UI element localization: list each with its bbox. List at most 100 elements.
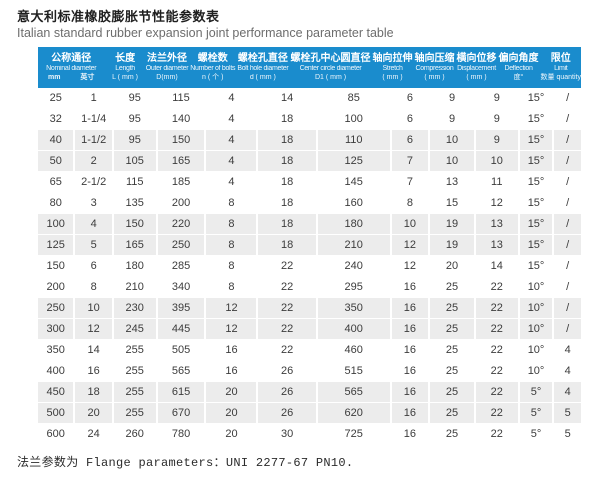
table-cell: 13 [445,176,459,188]
table-cell: 16 [391,319,429,339]
table-cell: 25 [430,382,474,402]
header-label-cn: 螺栓孔中心圆直径 [290,53,371,64]
table-cell: 16 [403,428,417,440]
header-label-en: Length [115,65,135,72]
table-cell: 16 [403,281,417,293]
header-label-en: Bolt hole diameter [237,65,289,72]
table-cell: 250 [38,298,74,318]
table-cell: 4 [206,130,257,150]
table-cell: 395 [157,298,205,318]
table-cell: 285 [171,260,191,272]
table-cell: 15° [519,151,553,171]
table-cell: 135 [125,197,144,209]
table-cell: 15° [527,176,545,188]
table-cell: 210 [125,281,144,293]
table-cell: 22 [258,298,316,318]
table-cell: 150 [113,214,156,234]
table-cell: 15° [527,197,545,209]
table-cell: 4 [564,344,571,356]
table-cell: 12 [206,298,257,318]
table-row: 65 2-1/2 115 185 4 18 145 7 13 11 15° / [38,172,581,192]
table-cell: 95 [128,92,141,104]
table-cell: 16 [225,365,238,377]
header-cell-compression: 轴向压缩 Compression ( mm ) [415,47,455,88]
table-cell: 8 [206,235,257,255]
table-cell: 565 [171,365,191,377]
header-label-cn: 螺栓数 [197,53,228,64]
table-row: 125 5 165 250 8 18 210 12 19 13 15° / [38,235,581,255]
table-cell: 295 [344,281,363,293]
header-unit: D1 ( mm ) [314,74,347,81]
table-cell: 350 [46,344,65,356]
table-header-row: 公称通径 Nominal diameter mm 英寸 长度 Length L ( mm )… [38,47,581,88]
header-label-en: Nominal diameter [46,65,97,72]
header-unit: ( mm ) [424,74,445,81]
table-cell: 8 [228,260,235,272]
table-cell: 12 [403,260,417,272]
header-label-cn: 轴向拉伸 [372,53,413,64]
table-cell: 20 [75,403,112,423]
table-cell: 220 [157,214,205,234]
table-row: 80 3 135 200 8 18 160 8 15 12 15° / [38,193,581,213]
table-cell: 400 [46,365,65,377]
table-row: 400 16 255 565 16 26 515 16 25 22 10° 4 [38,361,581,381]
table-cell: 14 [490,260,503,272]
table-cell: 16 [391,298,429,318]
header-label-cn: 螺栓孔直径 [237,53,288,64]
table-cell: 300 [38,319,74,339]
table-cell: 18 [258,151,316,171]
table-cell: / [554,298,581,318]
table-cell: 22 [490,281,503,293]
table-cell: 18 [281,176,294,188]
table-cell: 18 [281,197,294,209]
table-cell: / [566,92,570,104]
table-cell: 445 [157,319,205,339]
table-row: 150 6 180 285 8 22 240 12 20 14 15° / [38,256,581,276]
table-cell: 5 [564,428,571,440]
table-cell: 115 [125,176,144,188]
table-cell: 25 [430,298,474,318]
header-label-en: Center circle diameter [299,65,362,72]
table-cell: 40 [38,130,74,150]
table-body: 25 1 95 115 4 14 85 6 9 9 15°/32 1-1/4 95 140 4 18 100 6 9… [38,88,581,444]
table-cell: 245 [113,319,156,339]
table-cell: 80 [49,197,62,209]
table-cell: 150 [157,130,205,150]
table-cell: 22 [258,319,316,339]
table-cell: / [554,151,581,171]
header-cell-number-of-bolts: 螺栓数 Number of bolts n ( 个 ) [190,47,235,88]
table-cell: 600 [46,428,65,440]
table-cell: 10° [527,344,545,356]
table-cell: 18 [281,113,294,125]
header-label-en: Limit [554,65,568,72]
table-cell: 100 [344,113,363,125]
table-cell: 3 [90,197,97,209]
header-label-en: Deflection [504,65,533,72]
header-label-cn: 法兰外径 [147,53,187,64]
table-row: 40 1-1/2 95 150 4 18 110 6 10 9 15° / [38,130,581,150]
table-cell: 515 [344,365,363,377]
table-cell: 15° [519,214,553,234]
table-cell: 9 [448,92,456,104]
header-label-cn: 公称通径 [51,53,92,64]
table-cell: 6 [90,260,97,272]
header-label-cn: 限位 [550,53,571,64]
table-cell: 185 [171,176,191,188]
table-cell: 160 [344,197,363,209]
header-label-cn: 横向位移 [456,53,497,64]
table-cell: 22 [281,260,294,272]
table-cell: 10 [475,151,518,171]
table-cell: 100 [38,214,74,234]
table-cell: 450 [38,382,74,402]
header-unit: d ( mm ) [249,74,276,81]
table-cell: 4 [228,113,235,125]
table-cell: 24 [87,428,100,440]
table-cell: 20 [445,260,459,272]
table-row: 50 2 105 165 4 18 125 7 10 10 15° / [38,151,581,171]
header-label-cn: 长度 [115,53,136,64]
header-cell-limit: 限位 Limit 数量 quantity [541,47,581,88]
table-cell: 25 [430,403,474,423]
table-cell: 400 [317,319,390,339]
table-cell: 6 [406,113,413,125]
table-cell: 19 [430,214,474,234]
